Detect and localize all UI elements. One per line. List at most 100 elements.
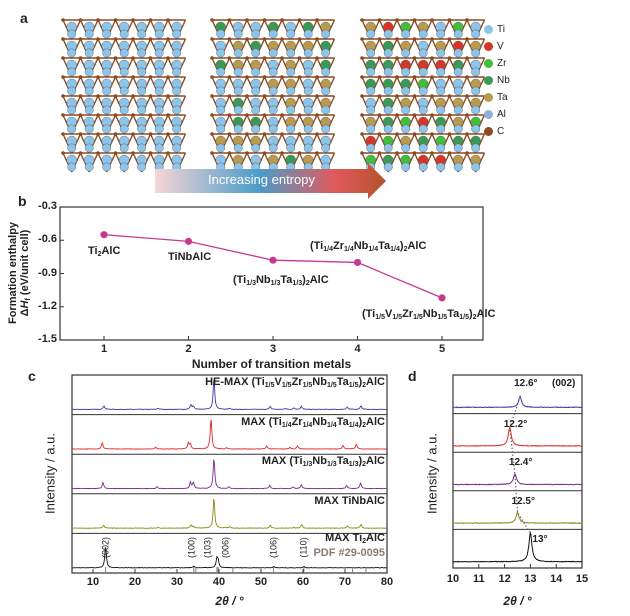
carbon-atom (377, 132, 382, 136)
carbon-atom (166, 56, 170, 60)
carbon-atom (262, 37, 267, 41)
atom (471, 105, 481, 115)
b-xlabel: Number of transition metals (191, 357, 352, 371)
atom (366, 143, 376, 153)
atom (471, 86, 481, 96)
carbon-atom (377, 56, 382, 60)
atom (233, 86, 243, 96)
lattice-2 (210, 18, 336, 173)
atom (251, 86, 261, 96)
atom (453, 162, 463, 172)
atom (383, 124, 393, 134)
carbon-atom (262, 56, 267, 60)
b-data-point (184, 237, 193, 245)
panel-label-a: a (20, 10, 28, 26)
carbon-atom (148, 75, 153, 79)
carbon-atom (227, 132, 232, 136)
legend-label: Nb (497, 75, 510, 86)
carbon-atom (430, 18, 434, 22)
carbon-atom (360, 113, 364, 117)
carbon-atom (430, 75, 434, 79)
panel-label-d: d (408, 368, 417, 384)
b-point-label: (Ti1/5V1/5Zr1/5Nb1/5Ta1/5)2AlC (362, 308, 496, 321)
carbon-atom (412, 18, 417, 22)
atom (401, 162, 411, 172)
c-xtick-label: 40 (212, 576, 226, 588)
b-ylabel: Formation enthalpy ΔHf (eV/unit cell) (7, 188, 32, 358)
carbon-atom (131, 18, 135, 22)
entropy-arrow (155, 163, 386, 199)
atom (119, 67, 129, 77)
atom (137, 29, 147, 39)
c-xrd-pattern (71, 459, 387, 490)
carbon-atom (315, 56, 319, 60)
d-xtick-label: 14 (550, 573, 563, 585)
carbon-atom (227, 56, 232, 60)
carbon-atom (210, 132, 214, 136)
d-peak-label: 12.4° (508, 457, 533, 469)
carbon-atom (61, 37, 65, 41)
carbon-atom (96, 151, 100, 155)
atom (436, 29, 446, 39)
carbon-atom (262, 151, 267, 155)
atom (137, 162, 147, 172)
atom (84, 29, 94, 39)
legend-label: Ta (497, 92, 508, 103)
carbon-atom (360, 132, 364, 136)
legend-item-Ta: Ta (484, 89, 510, 106)
atom (303, 105, 313, 115)
legend-label: Ti (497, 24, 505, 35)
atom (321, 67, 331, 77)
atom (137, 105, 147, 115)
c-series-label: HE-MAX (Ti1/5V1/5Zr1/5Nb1/5Ta1/5)2AlC (205, 376, 385, 389)
carbon-atom (430, 113, 434, 117)
atom (366, 124, 376, 134)
atom (436, 67, 446, 77)
atom (233, 105, 243, 115)
legend-label: Al (497, 109, 506, 120)
atom (84, 162, 94, 172)
carbon-atom (227, 94, 232, 98)
carbon-atom (96, 132, 100, 136)
carbon-atom (262, 113, 267, 117)
carbon-atom (245, 151, 249, 155)
carbon-atom (447, 18, 452, 22)
legend-item-Al: Al (484, 106, 510, 123)
atom (471, 143, 481, 153)
carbon-atom (227, 151, 232, 155)
carbon-atom (131, 75, 135, 79)
atom (383, 48, 393, 58)
atom-swatch-icon (484, 93, 493, 102)
carbon-atom (280, 56, 284, 60)
carbon-atom (78, 75, 83, 79)
carbon-atom (412, 151, 417, 155)
c-xtick-label: 50 (254, 576, 268, 588)
d-peak-label: 12.5° (511, 495, 535, 507)
carbon-atom (262, 18, 267, 22)
crystal-structures (61, 18, 486, 173)
atom (102, 162, 112, 172)
carbon-atom (245, 37, 249, 41)
carbon-atom (395, 37, 399, 41)
carbon-atom (96, 113, 100, 117)
carbon-atom (395, 132, 399, 136)
carbon-atom (412, 132, 417, 136)
atom (383, 67, 393, 77)
carbon-atom (113, 37, 118, 41)
b-xtick-label: 5 (438, 343, 446, 355)
carbon-atom (395, 56, 399, 60)
d-xrd-pattern (452, 473, 583, 486)
atom (418, 105, 428, 115)
d-peak-label: 12.6° (514, 378, 538, 389)
b-ytick-label: -1.2 (38, 299, 57, 312)
lattice-3 (360, 18, 486, 173)
atom (286, 67, 296, 77)
d-annotation: (002) (552, 378, 576, 389)
carbon-atom (210, 37, 214, 41)
atom (102, 29, 112, 39)
legend-item-Zr: Zr (484, 55, 510, 72)
c-xtick-label: 20 (128, 576, 142, 588)
lattice-1 (61, 18, 187, 173)
carbon-atom (113, 75, 118, 79)
atom (436, 162, 446, 172)
